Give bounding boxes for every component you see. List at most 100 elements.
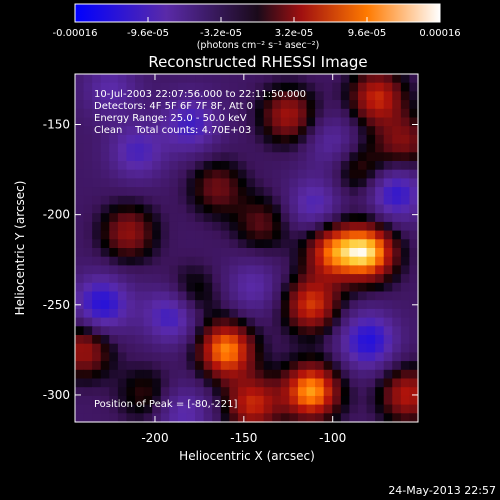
heatmap-cell xyxy=(75,404,85,414)
heatmap-cell xyxy=(297,265,308,275)
heatmap-cell xyxy=(109,82,119,92)
heatmap-cell xyxy=(332,134,342,145)
heatmap-cell xyxy=(340,100,350,110)
heatmap-cell xyxy=(375,335,385,345)
heatmap-cell xyxy=(152,343,162,353)
heatmap-cell xyxy=(169,100,179,110)
heatmap-cell xyxy=(220,221,230,232)
heatmap-cell xyxy=(220,239,230,249)
heatmap-cell xyxy=(160,134,170,145)
heatmap-cell xyxy=(349,169,359,179)
heatmap-cell xyxy=(109,239,119,249)
heatmap-cell xyxy=(272,378,282,388)
heatmap-cell xyxy=(143,143,153,153)
heatmap-cell xyxy=(203,152,213,162)
heatmap-cell xyxy=(83,195,93,206)
heatmap-cell xyxy=(126,265,136,275)
heatmap-cell xyxy=(289,100,299,110)
heatmap-cell xyxy=(152,274,162,284)
heatmap-cell xyxy=(237,178,248,188)
heatmap-cell xyxy=(169,213,179,223)
heatmap-cell xyxy=(186,343,196,353)
heatmap-cell xyxy=(289,265,299,275)
heatmap-cell xyxy=(315,282,325,293)
heatmap-cell xyxy=(349,195,359,206)
heatmap-cell xyxy=(177,100,188,110)
heatmap-cell xyxy=(220,335,230,345)
heatmap-cell xyxy=(83,256,93,266)
heatmap-cell xyxy=(383,291,393,301)
heatmap-cell xyxy=(75,291,85,301)
heatmap-cell xyxy=(272,369,282,380)
heatmap-cell xyxy=(212,195,222,206)
heatmap-cell xyxy=(315,395,325,406)
heatmap-cell xyxy=(280,395,290,406)
heatmap-cell xyxy=(92,369,102,380)
heatmap-cell xyxy=(92,361,102,371)
heatmap-cell xyxy=(237,161,248,171)
heatmap-cell xyxy=(117,134,128,145)
heatmap-cell xyxy=(323,343,333,353)
heatmap-cell xyxy=(177,369,188,380)
heatmap-cell xyxy=(392,187,402,197)
heatmap-cell xyxy=(383,317,393,327)
heatmap-cell xyxy=(289,308,299,319)
heatmap-cell xyxy=(289,378,299,388)
heatmap-cell xyxy=(306,178,316,188)
heatmap-cell xyxy=(92,100,102,110)
heatmap-cell xyxy=(203,100,213,110)
heatmap-cell xyxy=(195,343,205,353)
heatmap-cell xyxy=(117,117,128,127)
heatmap-cell xyxy=(323,265,333,275)
heatmap-cell xyxy=(366,369,376,380)
heatmap-cell xyxy=(332,274,342,284)
heatmap-cell xyxy=(203,291,213,301)
heatmap-cell xyxy=(195,221,205,232)
heatmap-cell xyxy=(409,117,419,127)
heatmap-cell xyxy=(160,361,170,371)
heatmap-cell xyxy=(195,378,205,388)
x-tick-label: -200 xyxy=(141,431,168,445)
heatmap-cell xyxy=(100,230,110,240)
heatmap-cell xyxy=(383,74,393,84)
heatmap-cell xyxy=(152,117,162,127)
heatmap-cell xyxy=(117,248,128,258)
heatmap-cell xyxy=(280,326,290,336)
heatmap-cell xyxy=(186,213,196,223)
heatmap-cell xyxy=(315,91,325,101)
heatmap-cell xyxy=(383,178,393,188)
heatmap-cell xyxy=(375,169,385,179)
heatmap-cell xyxy=(315,178,325,188)
heatmap-cell xyxy=(100,169,110,179)
heatmap-cell xyxy=(297,361,308,371)
heatmap-cell xyxy=(135,265,145,275)
x-tick-label: -100 xyxy=(319,431,346,445)
heatmap-cell xyxy=(392,178,402,188)
heatmap-cell xyxy=(246,213,256,223)
heatmap-cell xyxy=(375,178,385,188)
heatmap-cell xyxy=(237,404,248,414)
heatmap-cell xyxy=(332,239,342,249)
heatmap-cell xyxy=(203,248,213,258)
heatmap-cell xyxy=(315,134,325,145)
heatmap-cell xyxy=(323,291,333,301)
heatmap-cell xyxy=(297,143,308,153)
heatmap-cell xyxy=(177,274,188,284)
y-tick-label: -300 xyxy=(43,388,70,402)
heatmap-cell xyxy=(332,204,342,214)
heatmap-cell xyxy=(392,395,402,406)
heatmap-cell xyxy=(195,178,205,188)
heatmap-cell xyxy=(323,91,333,101)
heatmap-cell xyxy=(83,413,93,423)
heatmap-cell xyxy=(383,404,393,414)
heatmap-cell xyxy=(126,161,136,171)
heatmap-cell xyxy=(297,326,308,336)
heatmap-cell xyxy=(255,82,265,92)
heatmap-cell xyxy=(349,100,359,110)
heatmap-cell xyxy=(366,308,376,319)
heatmap-cell xyxy=(75,282,85,293)
heatmap-cell xyxy=(289,143,299,153)
heatmap-cell xyxy=(143,413,153,423)
heatmap-cell xyxy=(160,195,170,206)
